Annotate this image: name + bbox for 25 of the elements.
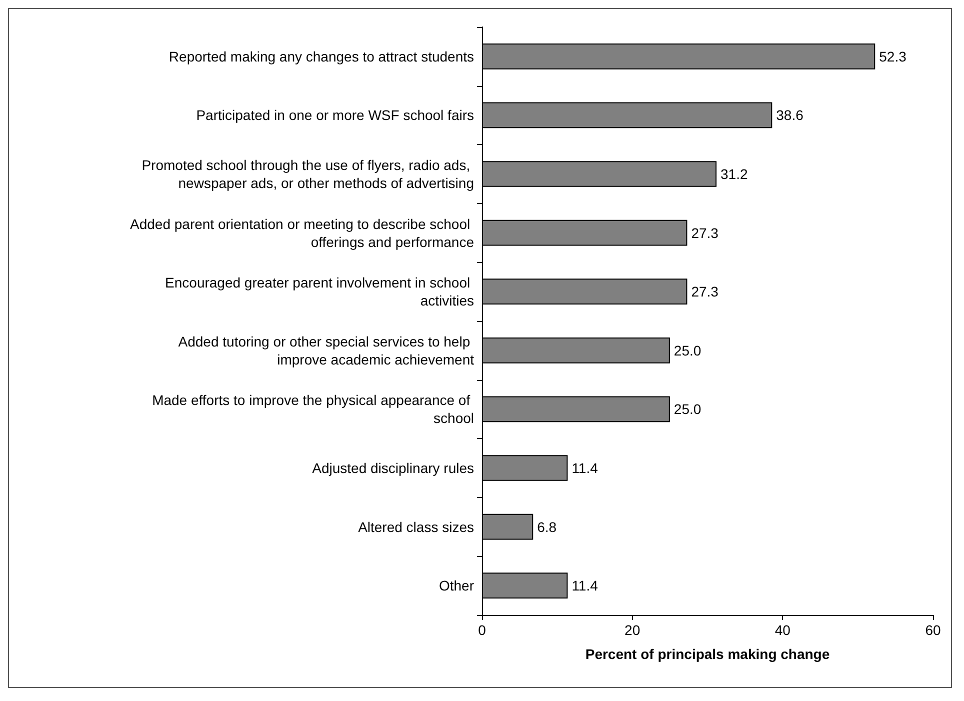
x-tick-label: 40 [774, 622, 791, 638]
data-label: 25.0 [674, 342, 702, 358]
x-tick-label: 60 [925, 622, 941, 638]
y-tick-label: Added tutoring or other special services to help improve academic achievement [178, 333, 474, 368]
y-tick-label: Added parent orientation or meeting to describe school offerings and performance [130, 216, 474, 250]
y-tick-label: Other [438, 578, 474, 594]
x-tick-label: 20 [624, 622, 640, 638]
y-tick-label: Made efforts to improve the physical appearance of school [152, 392, 474, 426]
y-tick-label: Reported making any changes to attract students [168, 48, 474, 64]
y-tick-label: Altered class sizes [358, 518, 474, 535]
y-tick-label: Participated in one or more WSF school fairs [196, 107, 474, 124]
data-label: 11.4 [572, 578, 598, 594]
x-axis-title: Percent of principals making change [585, 646, 830, 662]
data-label: 6.8 [537, 518, 557, 535]
y-tick-label: Promoted school through the use of flyers, radio ads, newspaper ads, or other methods of advertising [142, 157, 474, 191]
data-label: 31.2 [720, 166, 748, 182]
data-label: 25.0 [674, 401, 702, 418]
data-label: 52.3 [879, 48, 907, 64]
data-label: 11.4 [572, 460, 598, 476]
y-tick-label: Encouraged greater parent involvement in school activities [165, 274, 474, 309]
data-label: 38.6 [776, 107, 804, 124]
data-label: 27.3 [691, 284, 719, 300]
data-label: 27.3 [691, 224, 719, 241]
x-tick-label: 0 [478, 622, 486, 638]
y-tick-label: Adjusted disciplinary rules [312, 460, 474, 476]
